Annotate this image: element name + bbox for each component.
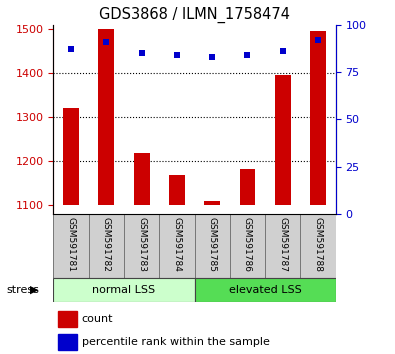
Text: stress: stress: [6, 285, 39, 295]
Text: GSM591786: GSM591786: [243, 217, 252, 272]
Bar: [239, 169, 256, 205]
Bar: [230, 214, 265, 278]
Bar: [301, 214, 336, 278]
Bar: [63, 108, 79, 205]
Point: [103, 39, 109, 45]
Text: GSM591785: GSM591785: [208, 217, 217, 272]
Text: percentile rank within the sample: percentile rank within the sample: [82, 337, 270, 347]
Point: [174, 52, 180, 58]
Bar: [204, 201, 220, 205]
Text: GSM591781: GSM591781: [66, 217, 75, 272]
Bar: [195, 214, 230, 278]
Bar: [275, 75, 291, 205]
Text: ▶: ▶: [30, 285, 39, 295]
Text: GSM591784: GSM591784: [172, 217, 181, 272]
Bar: [53, 214, 88, 278]
Bar: [58, 334, 77, 350]
Text: normal LSS: normal LSS: [92, 285, 156, 295]
Bar: [134, 153, 150, 205]
Text: GSM591788: GSM591788: [314, 217, 323, 272]
Bar: [310, 30, 326, 205]
Point: [315, 37, 321, 43]
Point: [245, 52, 251, 58]
Point: [209, 54, 215, 60]
Bar: [98, 29, 114, 205]
Bar: [265, 214, 301, 278]
Text: elevated LSS: elevated LSS: [229, 285, 301, 295]
Bar: [169, 176, 185, 205]
Text: GSM591782: GSM591782: [102, 217, 111, 272]
Text: count: count: [82, 314, 113, 324]
Bar: [195, 278, 336, 302]
Text: GSM591783: GSM591783: [137, 217, 146, 272]
Bar: [53, 278, 195, 302]
Point: [138, 50, 145, 56]
Bar: [124, 214, 159, 278]
Point: [68, 47, 74, 52]
Bar: [58, 311, 77, 327]
Text: GSM591787: GSM591787: [278, 217, 287, 272]
Title: GDS3868 / ILMN_1758474: GDS3868 / ILMN_1758474: [99, 7, 290, 23]
Bar: [88, 214, 124, 278]
Point: [280, 48, 286, 54]
Bar: [159, 214, 194, 278]
